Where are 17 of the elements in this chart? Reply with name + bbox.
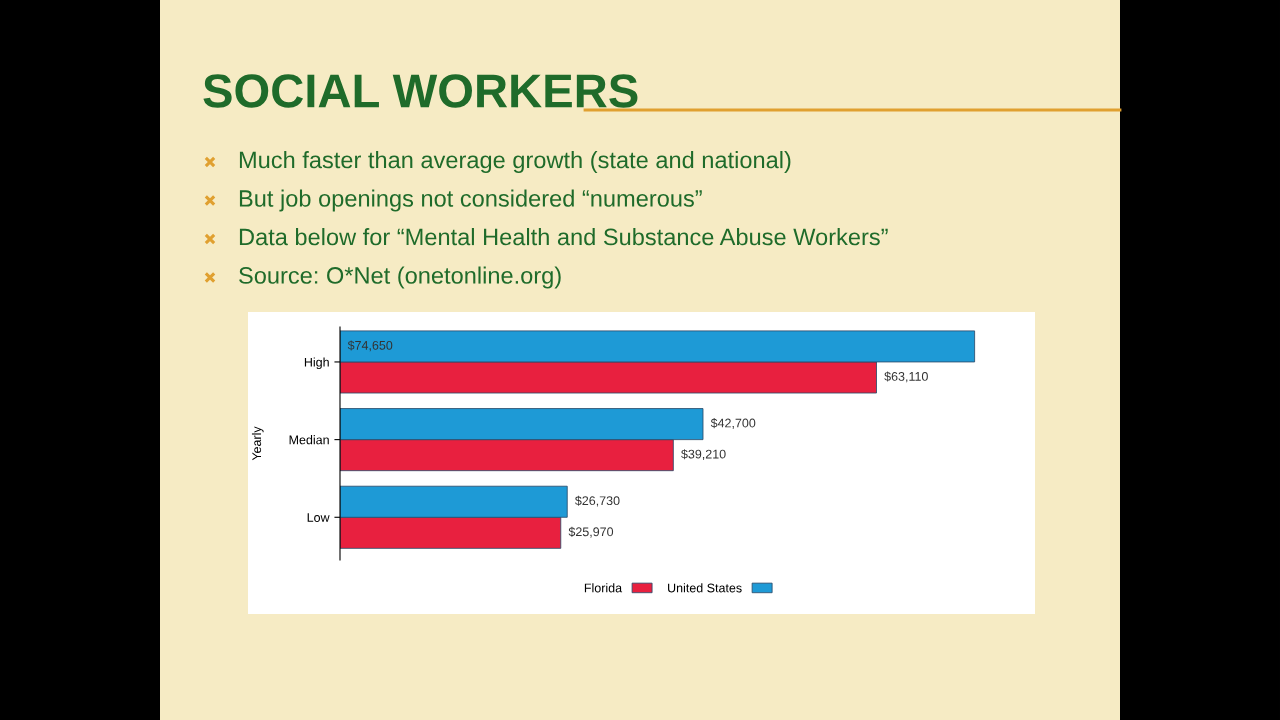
data-label: $42,700 [710,418,756,429]
data-label: $25,970 [568,526,614,538]
y-tick-label: Low [307,513,330,522]
y-tick-label: Median [289,435,329,445]
text: Data below for “Mental Health and Substance Abuse Workers” [239,227,888,246]
source-note: Source: O*Net (onetonline.org) [239,266,561,289]
text: Much faster than average growth (state and national) [239,151,791,173]
data-label: $74,650 [347,340,393,352]
y-tick-label: High [304,357,329,370]
legend-label: United States [668,583,742,593]
data-label: $39,210 [681,449,726,460]
y-axis-title: Yearly [251,426,264,461]
data-label: $63,110 [884,371,928,383]
chart-title: SOCIAL WORKERS [203,74,638,108]
legend-label: Florida [584,583,623,593]
text: But job openings not considered “numerous” [239,189,702,212]
data-label: $26,730 [574,495,620,507]
